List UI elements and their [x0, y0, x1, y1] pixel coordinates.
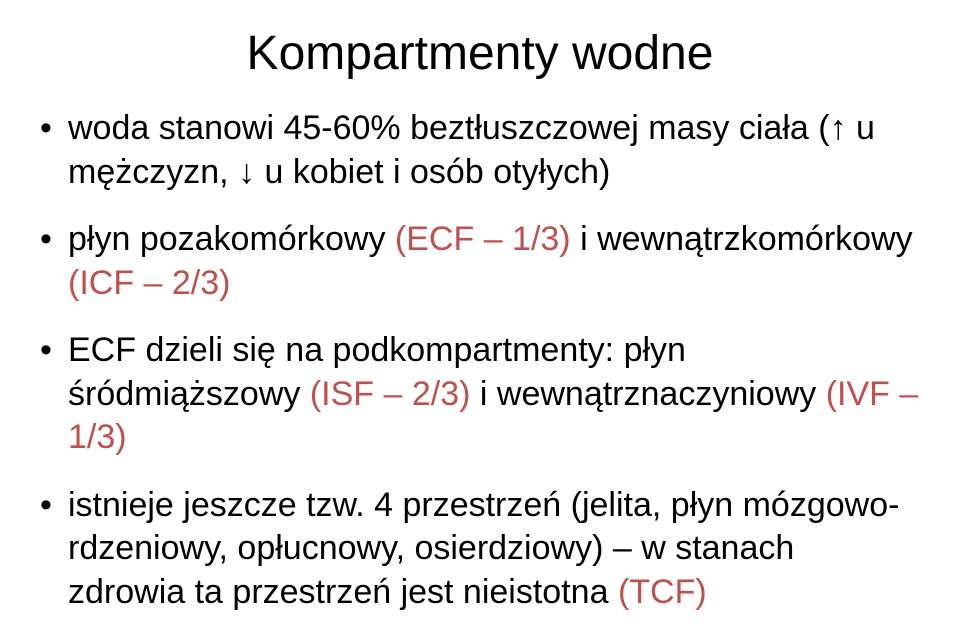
accent-text: (ICF – 2/3): [68, 264, 230, 302]
accent-text: (TCF): [618, 573, 707, 611]
bullet-text: płyn pozakomórkowy: [68, 220, 395, 258]
bullet-item: istnieje jeszcze tzw. 4 przestrzeń (jeli…: [40, 484, 920, 615]
slide-title: Kompartmenty wodne: [40, 26, 920, 81]
bullet-text: u kobiet i osób otyłych): [255, 153, 610, 191]
bullet-item: ECF dzieli się na podkompartmenty: płyn …: [40, 329, 920, 460]
accent-text: (ECF – 1/3): [395, 220, 571, 258]
bullet-text: i wewnątrzkomórkowy: [571, 220, 913, 258]
slide: Kompartmenty wodne woda stanowi 45-60% b…: [0, 0, 960, 633]
bullet-item: woda stanowi 45-60% beztłuszczowej masy …: [40, 107, 920, 194]
arrow-glyph: ↓: [238, 153, 255, 191]
bullet-text: woda stanowi 45-60% beztłuszczowej masy …: [68, 109, 830, 147]
bullet-text: istnieje jeszcze tzw. 4 przestrzeń (jeli…: [68, 486, 899, 611]
arrow-glyph: ↑: [830, 109, 847, 147]
bullet-item: płyn pozakomórkowy (ECF – 1/3) i wewnątr…: [40, 218, 920, 305]
bullet-text: i wewnątrznaczyniowy: [470, 375, 825, 413]
accent-text: (ISF – 2/3): [310, 375, 471, 413]
bullet-list: woda stanowi 45-60% beztłuszczowej masy …: [40, 107, 920, 638]
